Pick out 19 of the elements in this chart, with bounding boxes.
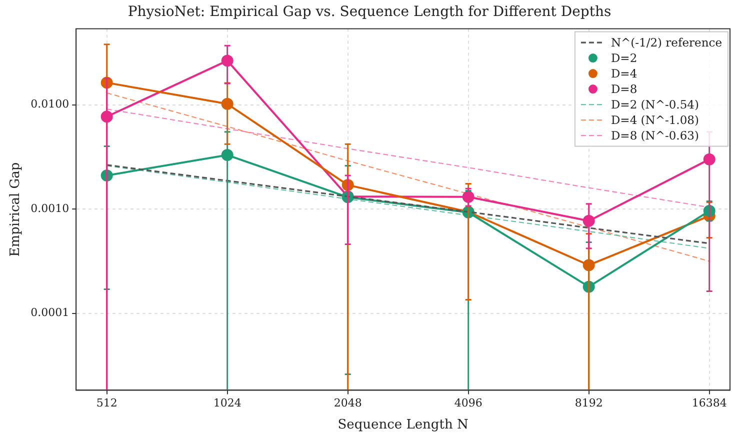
y-tick-label: 0.0001 bbox=[30, 306, 70, 320]
legend-label: D=8 bbox=[610, 82, 638, 96]
x-tick-label: 1024 bbox=[213, 396, 242, 410]
x-axis-title: Sequence Length N bbox=[338, 418, 468, 433]
y-tick-label: 0.0100 bbox=[30, 98, 70, 111]
legend-label: D=4 bbox=[610, 66, 638, 81]
legend-label: D=4 (N^-1.08) bbox=[610, 113, 699, 128]
legend-label: N^(-1/2) reference bbox=[610, 36, 722, 50]
legend-label: D=2 bbox=[610, 51, 638, 66]
x-tick-label: 2048 bbox=[334, 396, 362, 410]
x-tick-label: 16384 bbox=[692, 396, 727, 410]
y-tick-label: 0.0010 bbox=[30, 202, 70, 215]
y-axis-title: Empirical Gap bbox=[8, 162, 24, 257]
legend-label: D=8 (N^-0.63) bbox=[610, 128, 699, 143]
x-tick-label: 512 bbox=[96, 396, 118, 410]
chart-title: PhysioNet: Empirical Gap vs. Sequence Length for Different Depths bbox=[128, 4, 612, 20]
x-tick-label: 4096 bbox=[454, 396, 482, 410]
legend-label: D=2 (N^-0.54) bbox=[610, 98, 699, 112]
x-tick-label: 8192 bbox=[574, 396, 603, 410]
